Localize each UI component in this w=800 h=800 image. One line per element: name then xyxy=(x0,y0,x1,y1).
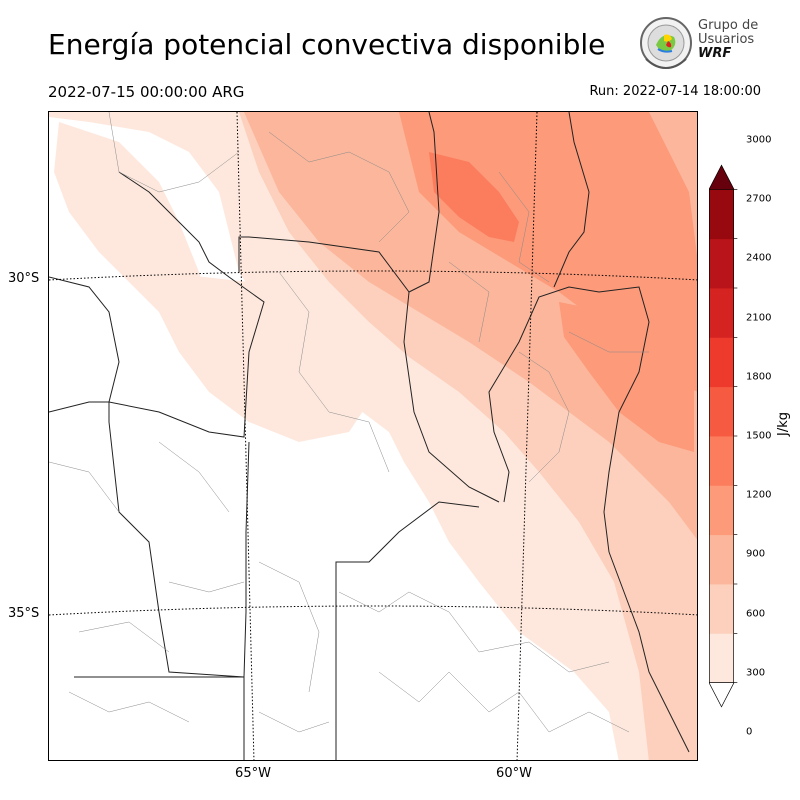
border-line-8 xyxy=(553,112,590,288)
colorbar-tick-label: 1500 xyxy=(746,430,772,442)
border-line-10 xyxy=(49,401,109,413)
lon-tick-65w: 65°W xyxy=(235,766,271,781)
graticule xyxy=(49,112,697,760)
dept-line-4 xyxy=(49,441,245,593)
colorbar-tick-label: 0 xyxy=(746,726,753,738)
colorbar-tick-label: 2100 xyxy=(746,312,772,324)
province-borders xyxy=(49,112,690,760)
dept-line-3 xyxy=(278,271,390,473)
colorbar-tick-label: 300 xyxy=(746,667,766,679)
colorbar-bin xyxy=(709,337,734,388)
graticule-lat-35 xyxy=(49,605,697,616)
cape-patch-east xyxy=(559,302,694,452)
colorbar-unit-label: J/kg xyxy=(776,412,791,436)
colorbar-tick-label: 600 xyxy=(746,608,766,620)
lon-tick-60w: 60°W xyxy=(496,766,532,781)
colorbar-bin xyxy=(709,633,734,684)
dept-line-1 xyxy=(108,112,240,193)
colorbar-bin xyxy=(709,485,734,536)
dept-line-7 xyxy=(338,591,610,673)
colorbar-bin xyxy=(709,288,734,338)
valid-time: 2022-07-15 00:00:00 ARG xyxy=(48,83,245,101)
border-line-7 xyxy=(488,286,650,553)
map-canvas xyxy=(49,112,697,760)
colorbar xyxy=(709,164,738,708)
dept-line-9 xyxy=(68,621,190,723)
colorbar-tick-label: 1800 xyxy=(746,371,772,383)
wrf-user-group-logo: Grupo de Usuarios WRF xyxy=(638,15,768,75)
dept-line-10 xyxy=(258,561,330,733)
colorbar-bin xyxy=(709,386,734,437)
cape-contour-level-5 xyxy=(429,152,519,242)
colorbar-bin xyxy=(709,189,734,240)
department-lines xyxy=(49,112,649,733)
colorbar-over-triangle xyxy=(709,164,735,190)
map-title: Energía potencial convectiva disponible xyxy=(48,28,606,61)
lat-tick-30s: 30°S xyxy=(8,271,40,286)
cape-patch-central xyxy=(159,272,369,442)
logo-line-1: Grupo de xyxy=(698,18,759,33)
colorbar-tick-label: 1200 xyxy=(746,489,772,501)
colorbar-outline xyxy=(709,188,734,683)
logo-line-2: Usuarios xyxy=(698,32,755,47)
cape-field xyxy=(49,112,697,760)
colorbar-tick-label: 2700 xyxy=(746,193,772,205)
logo-line-3: WRF xyxy=(698,46,732,61)
colorbar-bin xyxy=(709,436,734,486)
logo-emblem-icon xyxy=(640,17,692,69)
colorbar-tick-label: 3000 xyxy=(746,134,772,146)
lat-tick-35s: 35°S xyxy=(8,606,40,621)
border-line-1 xyxy=(49,171,265,438)
dept-line-6 xyxy=(518,331,649,483)
colorbar-tick-label: 900 xyxy=(746,548,766,560)
border-line-4 xyxy=(108,402,250,678)
border-line-11 xyxy=(608,551,690,753)
run-time: Run: 2022-07-14 18:00:00 xyxy=(589,84,761,99)
colorbar-under-triangle xyxy=(709,682,735,708)
colorbar-bin xyxy=(709,584,734,634)
colorbar-bin xyxy=(709,238,734,289)
graticule-lat-30 xyxy=(49,270,697,281)
dept-line-2 xyxy=(268,131,410,243)
colorbar-tick-label: 2400 xyxy=(746,252,772,264)
colorbar-bin xyxy=(709,534,734,585)
border-line-3 xyxy=(408,112,440,293)
cape-map xyxy=(48,111,698,761)
logo-text: Grupo de Usuarios WRF xyxy=(698,19,758,61)
border-line-6 xyxy=(335,501,480,760)
dept-line-8 xyxy=(378,671,630,733)
